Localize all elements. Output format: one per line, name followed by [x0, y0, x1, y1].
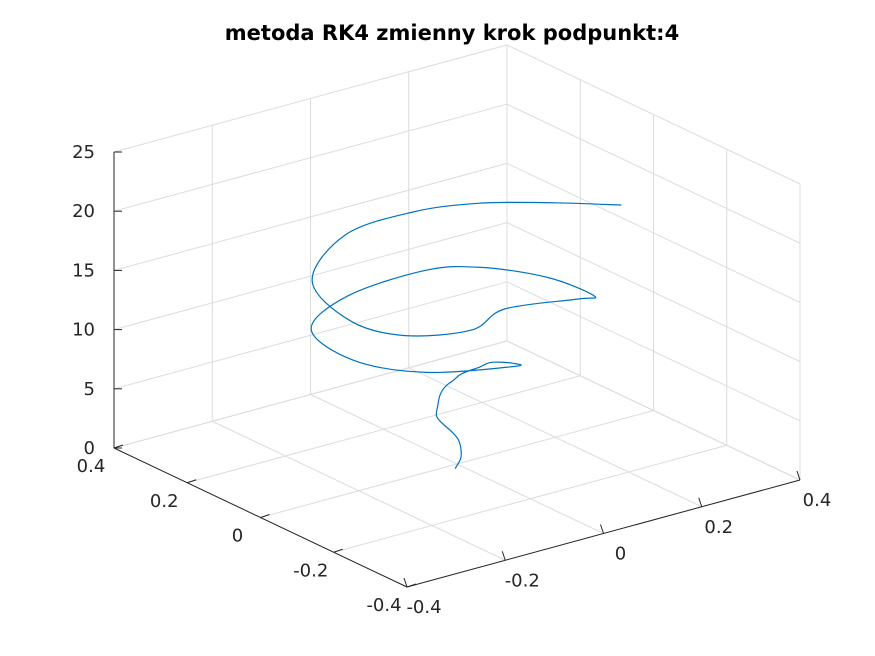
grid-line-back-z — [113, 340, 508, 449]
grid-line-back-z — [113, 103, 508, 212]
x-tick-label: -0.4 — [406, 597, 441, 618]
z-tick-label: 25 — [72, 142, 95, 163]
x-tick — [403, 577, 408, 588]
y-tick — [187, 479, 197, 484]
x-tick-label: -0.2 — [505, 570, 540, 591]
y-tick — [406, 583, 417, 588]
z-tick-label: 5 — [84, 379, 95, 400]
grid-line-back-z — [113, 44, 508, 153]
x-tick — [600, 524, 604, 534]
z-tick-label: 15 — [72, 260, 95, 281]
y-tick — [260, 514, 270, 518]
grid-line-side-z — [506, 103, 801, 244]
grid-lines — [113, 44, 801, 588]
x-tick-label: 0.2 — [704, 517, 733, 538]
y-tick-label: 0.2 — [150, 491, 179, 512]
grid-line-floor-y — [260, 410, 654, 518]
grid-line-side-z — [506, 222, 801, 363]
x-tick — [698, 497, 703, 507]
y-tick-label: 0.4 — [77, 456, 106, 477]
grid-line-back-z — [113, 281, 508, 390]
z-tick-label: 20 — [72, 201, 95, 222]
x-tick — [501, 551, 506, 561]
plot-area — [310, 201, 622, 469]
y-tick-label: -0.4 — [366, 595, 401, 616]
z-tick-label: 10 — [72, 320, 95, 341]
chart-title: metoda RK4 zmienny krok podpunkt:4 — [225, 21, 679, 45]
y-tick-label: -0.2 — [293, 560, 328, 581]
grid-line-floor-y — [187, 375, 581, 484]
grid-line-back-z — [113, 222, 508, 331]
grid-line-back-z — [113, 162, 508, 271]
grid-line-side-z — [506, 162, 801, 303]
axis-lines — [113, 151, 801, 588]
grid-line-side-z — [506, 281, 801, 422]
grid-line-floor-y — [333, 444, 727, 553]
z-tick-label: 0 — [84, 438, 95, 459]
y-tick-label: 0 — [232, 526, 243, 547]
grid-line-side-z — [506, 44, 801, 185]
series-line — [310, 201, 622, 469]
y-tick — [333, 548, 343, 553]
x-tick-label: 0.4 — [803, 490, 832, 511]
x-tick-label: 0 — [615, 544, 626, 565]
grid-line-side-z — [506, 340, 801, 481]
x-tick — [796, 470, 801, 481]
